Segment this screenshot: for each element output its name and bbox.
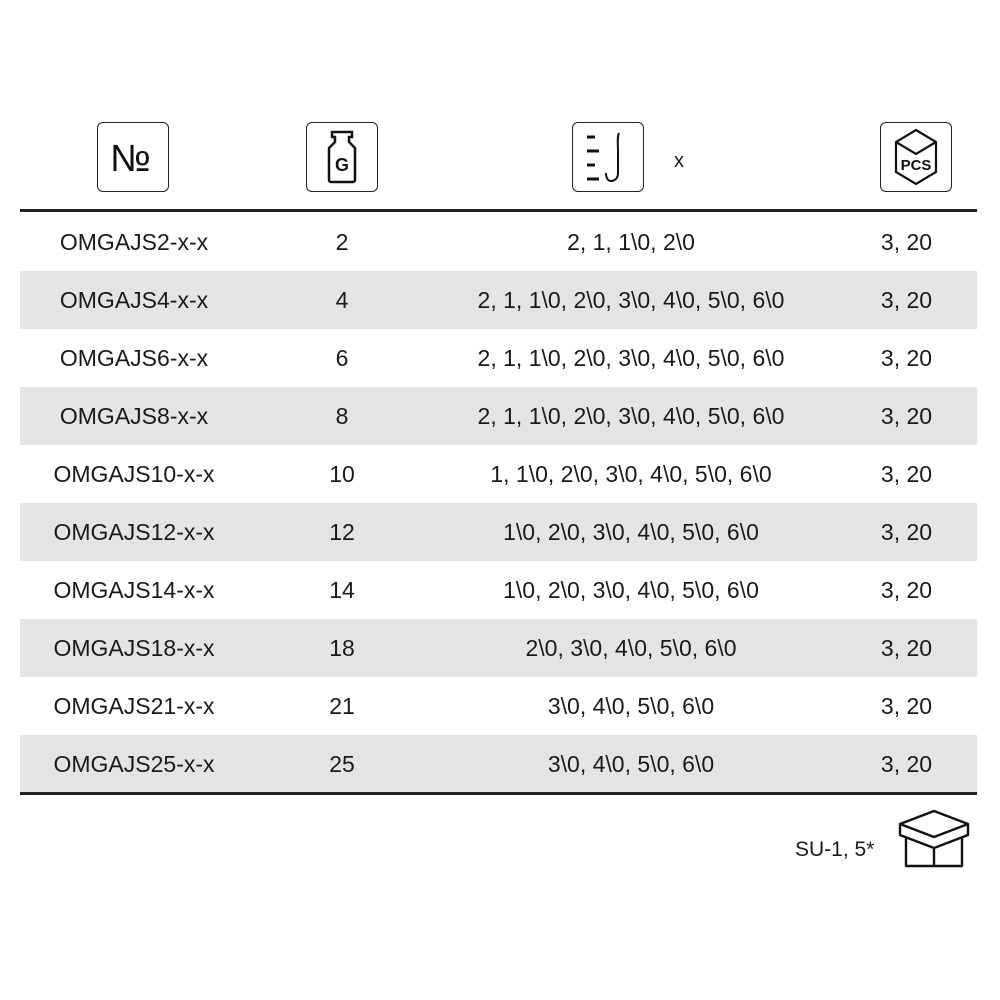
weight-cell: 10 <box>329 460 355 487</box>
product-code: OMGAJS12-x-x <box>53 518 215 545</box>
weight-cell: 12 <box>329 518 355 545</box>
table-row: OMGAJS12-x-x 12 1\0, 2\0, 3\0, 4\0, 5\0, 6… <box>20 503 977 561</box>
product-code: OMGAJS10-x-x <box>53 460 215 487</box>
table-row: OMGAJS4-x-x 4 2, 1, 1\0, 2\0, 3\0, 4\0, 5\… <box>20 271 977 329</box>
product-code: OMGAJS4-x-x <box>59 286 209 313</box>
package-info: SU-1, 5* <box>795 838 875 861</box>
weight-cell: 6 <box>335 344 349 371</box>
pcs-cell: 3, 20 <box>880 750 933 777</box>
product-code: OMGAJS14-x-x <box>53 576 215 603</box>
number-sign-icon: № <box>97 122 169 192</box>
header-rule <box>20 209 977 212</box>
weight-cell: 25 <box>329 750 355 777</box>
hook-sizes-cell: 2\0, 3\0, 4\0, 5\0, 6\0 <box>525 634 737 661</box>
weight-cell: 14 <box>329 576 355 603</box>
spec-table: OMGAJS2-x-x 2 2, 1, 1\0, 2\0 3, 20 OMGAJS4-x… <box>20 213 977 793</box>
product-code: OMGAJS25-x-x <box>53 750 215 777</box>
pcs-cell: 3, 20 <box>880 692 933 719</box>
table-row: OMGAJS8-x-x 8 2, 1, 1\0, 2\0, 3\0, 4\0, 5\… <box>20 387 977 445</box>
product-code: OMGAJS2-x-x <box>59 228 209 255</box>
svg-text:№: № <box>110 138 151 177</box>
svg-text:G: G <box>335 155 349 175</box>
table-row: OMGAJS25-x-x 25 3\0, 4\0, 5\0, 6\0 3, 20 <box>20 735 977 793</box>
weight-cell: 2 <box>335 228 349 255</box>
weight-cell: 18 <box>329 634 355 661</box>
pcs-cell: 3, 20 <box>880 518 933 545</box>
hook-sizes-cell: 3\0, 4\0, 5\0, 6\0 <box>547 692 715 719</box>
product-code: OMGAJS21-x-x <box>53 692 215 719</box>
pcs-cell: 3, 20 <box>880 634 933 661</box>
table-row: OMGAJS6-x-x 6 2, 1, 1\0, 2\0, 3\0, 4\0, 5\… <box>20 329 977 387</box>
table-row: OMGAJS21-x-x 21 3\0, 4\0, 5\0, 6\0 3, 20 <box>20 677 977 735</box>
weight-cell: 21 <box>329 692 355 719</box>
table-row: OMGAJS14-x-x 14 1\0, 2\0, 3\0, 4\0, 5\0, 6… <box>20 561 977 619</box>
hook-size-icon <box>572 122 644 192</box>
hook-sizes-cell: 2, 1, 1\0, 2\0, 3\0, 4\0, 5\0, 6\0 <box>477 286 785 313</box>
hook-sizes-cell: 1, 1\0, 2\0, 3\0, 4\0, 5\0, 6\0 <box>490 460 772 487</box>
product-code: OMGAJS6-x-x <box>59 344 209 371</box>
product-code: OMGAJS8-x-x <box>59 402 209 429</box>
hook-sizes-cell: 1\0, 2\0, 3\0, 4\0, 5\0, 6\0 <box>503 576 759 603</box>
pcs-cell: 3, 20 <box>880 286 933 313</box>
hook-sizes-cell: 3\0, 4\0, 5\0, 6\0 <box>547 750 715 777</box>
hook-size-suffix: x <box>674 150 684 172</box>
pcs-cell: 3, 20 <box>880 576 933 603</box>
svg-text:PCS: PCS <box>901 157 932 174</box>
weight-icon: G <box>306 122 378 192</box>
pcs-cell: 3, 20 <box>880 344 933 371</box>
hook-sizes-cell: 1\0, 2\0, 3\0, 4\0, 5\0, 6\0 <box>503 518 759 545</box>
pcs-cell: 3, 20 <box>880 228 933 255</box>
pcs-box-icon: PCS <box>880 122 952 192</box>
pcs-cell: 3, 20 <box>880 402 933 429</box>
hook-sizes-cell: 2, 1, 1\0, 2\0, 3\0, 4\0, 5\0, 6\0 <box>477 402 785 429</box>
weight-cell: 8 <box>335 402 349 429</box>
hook-sizes-cell: 2, 1, 1\0, 2\0, 3\0, 4\0, 5\0, 6\0 <box>477 344 785 371</box>
bottom-rule <box>20 792 977 795</box>
hook-sizes-cell: 2, 1, 1\0, 2\0 <box>567 228 695 255</box>
table-row: OMGAJS18-x-x 18 2\0, 3\0, 4\0, 5\0, 6\0 3, … <box>20 619 977 677</box>
product-code: OMGAJS18-x-x <box>53 634 215 661</box>
pcs-cell: 3, 20 <box>880 460 933 487</box>
weight-cell: 4 <box>335 286 349 313</box>
table-row: OMGAJS10-x-x 10 1, 1\0, 2\0, 3\0, 4\0, 5\0… <box>20 445 977 503</box>
table-row: OMGAJS2-x-x 2 2, 1, 1\0, 2\0 3, 20 <box>20 213 977 271</box>
box-icon <box>896 808 972 875</box>
